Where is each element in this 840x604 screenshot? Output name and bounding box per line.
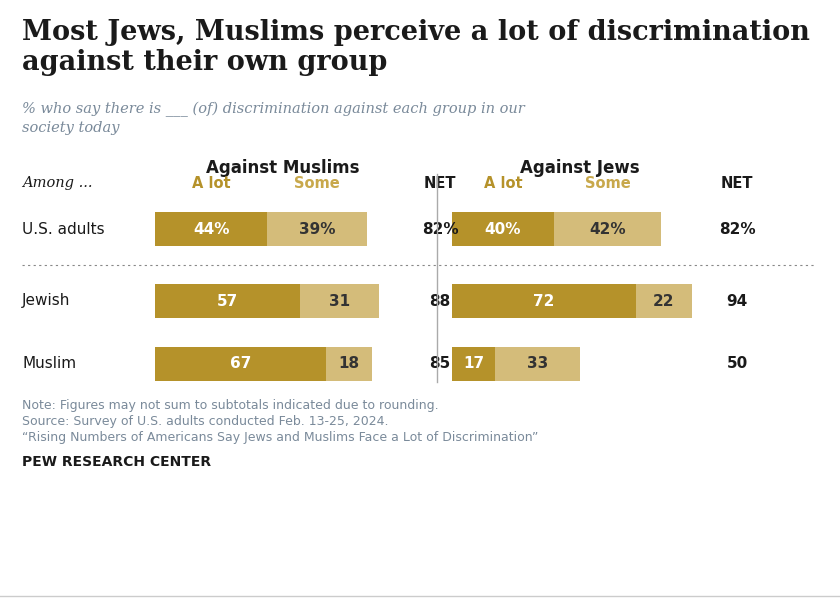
Bar [452, 284, 636, 318]
Text: Against Jews: Against Jews [520, 159, 639, 177]
Bar [326, 347, 372, 381]
Text: % who say there is ___ (of) discrimination against each group in our
society tod: % who say there is ___ (of) discriminati… [22, 102, 525, 135]
Text: A lot: A lot [484, 176, 522, 191]
Text: Muslim: Muslim [22, 356, 76, 371]
Text: U.S. adults: U.S. adults [22, 222, 105, 237]
Text: 94: 94 [727, 294, 748, 309]
Text: 82%: 82% [719, 222, 755, 237]
Bar [496, 347, 580, 381]
Text: 88: 88 [429, 294, 450, 309]
Text: 44%: 44% [193, 222, 229, 237]
Bar [155, 347, 326, 381]
Text: Among ...: Among ... [22, 176, 92, 190]
Text: 40%: 40% [485, 222, 522, 237]
Text: Some: Some [585, 176, 631, 191]
Text: 17: 17 [463, 356, 484, 371]
Text: 39%: 39% [299, 222, 335, 237]
Text: NET: NET [721, 176, 753, 191]
Text: PEW RESEARCH CENTER: PEW RESEARCH CENTER [22, 455, 211, 469]
Text: 42%: 42% [589, 222, 626, 237]
Bar [636, 284, 691, 318]
Text: 82%: 82% [422, 222, 459, 237]
Text: 33: 33 [527, 356, 548, 371]
Bar [267, 212, 366, 246]
Bar [452, 212, 554, 246]
Text: Jewish: Jewish [22, 294, 71, 309]
Text: A lot: A lot [192, 176, 230, 191]
Text: 85: 85 [429, 356, 450, 371]
Text: 57: 57 [217, 294, 239, 309]
Text: “Rising Numbers of Americans Say Jews and Muslims Face a Lot of Discrimination”: “Rising Numbers of Americans Say Jews an… [22, 431, 538, 444]
Text: Against Muslims: Against Muslims [206, 159, 360, 177]
Text: 18: 18 [339, 356, 360, 371]
Text: Most Jews, Muslims perceive a lot of discrimination
against their own group: Most Jews, Muslims perceive a lot of dis… [22, 19, 810, 76]
Text: 50: 50 [727, 356, 748, 371]
Text: 31: 31 [329, 294, 350, 309]
Bar [452, 347, 496, 381]
Text: Source: Survey of U.S. adults conducted Feb. 13-25, 2024.: Source: Survey of U.S. adults conducted … [22, 415, 388, 428]
Text: 67: 67 [229, 356, 251, 371]
Bar [301, 284, 380, 318]
Text: NET: NET [423, 176, 456, 191]
Text: Note: Figures may not sum to subtotals indicated due to rounding.: Note: Figures may not sum to subtotals i… [22, 399, 438, 412]
Bar [155, 284, 301, 318]
Text: 72: 72 [533, 294, 554, 309]
Bar [554, 212, 661, 246]
Text: 22: 22 [653, 294, 675, 309]
Text: Some: Some [294, 176, 340, 191]
Bar [155, 212, 267, 246]
